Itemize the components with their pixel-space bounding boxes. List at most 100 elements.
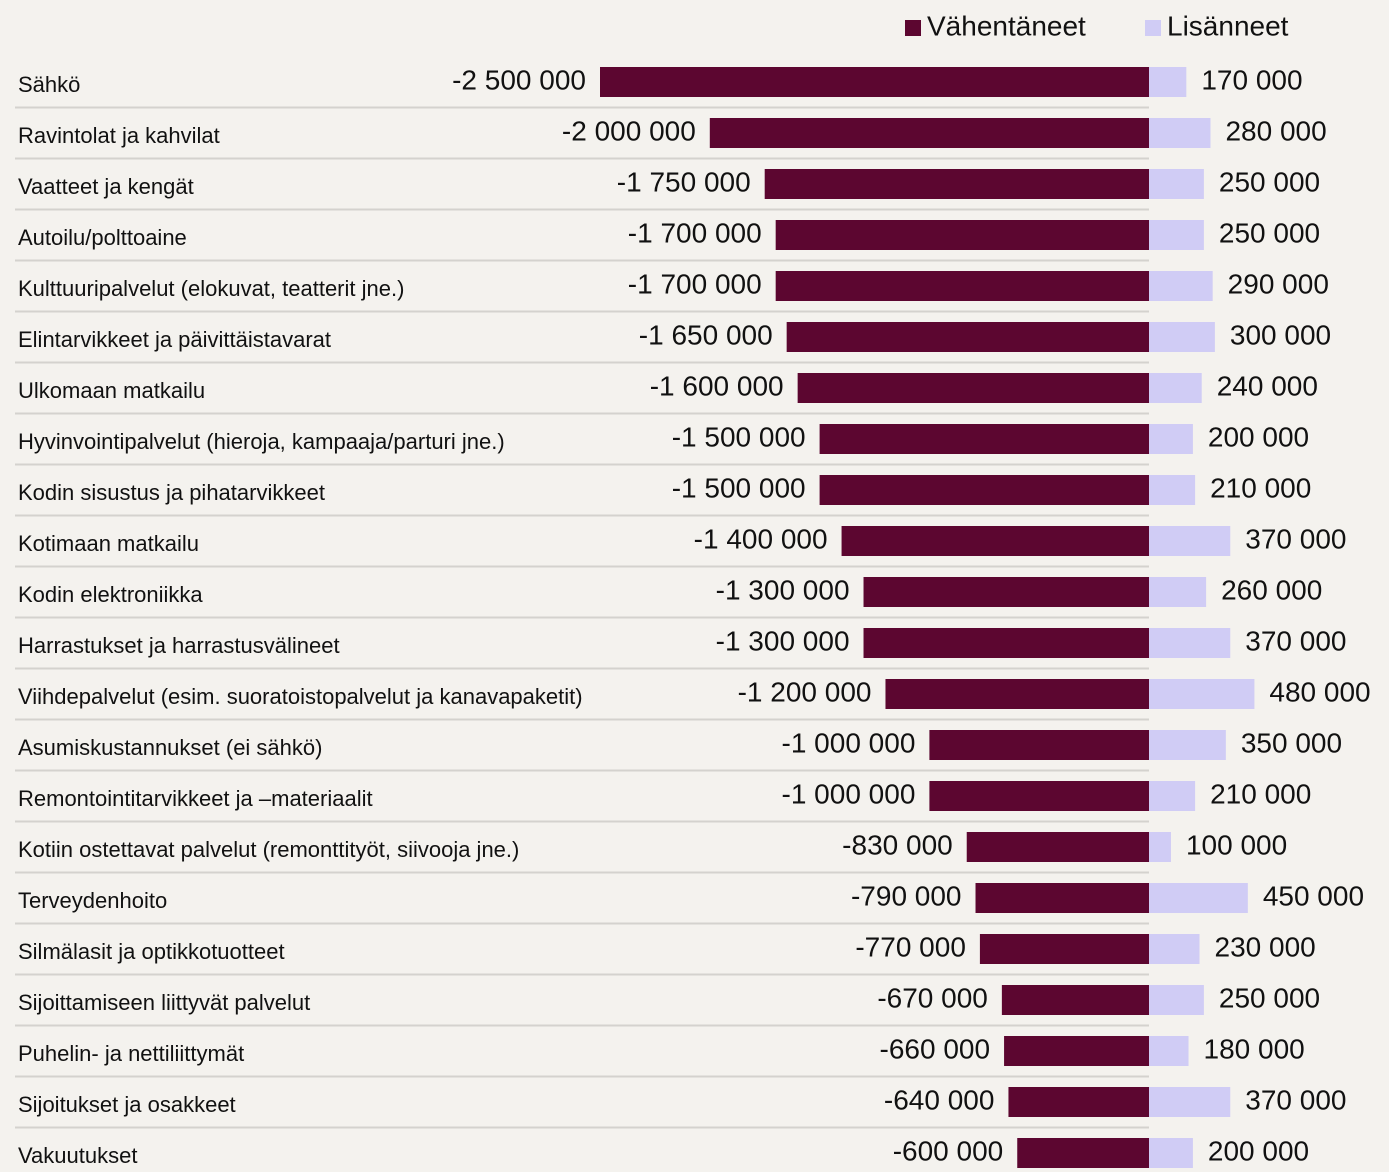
value-label: -640 000 <box>884 1084 995 1115</box>
bar <box>1149 67 1187 97</box>
category-label: Kodin elektroniikka <box>18 582 203 607</box>
category-label: Asumiskustannukset (ei sähkö) <box>18 735 322 760</box>
value-label: 210 000 <box>1210 472 1311 503</box>
value-label: 260 000 <box>1221 574 1322 605</box>
bar <box>797 373 1149 403</box>
bar <box>600 67 1149 97</box>
value-label: 200 000 <box>1208 1135 1309 1166</box>
category-label: Sijoittamiseen liittyvät palvelut <box>18 990 310 1015</box>
bar <box>1149 832 1171 862</box>
category-label: Elintarvikkeet ja päivittäistavarat <box>18 327 331 352</box>
category-label: Puhelin- ja nettiliittymät <box>18 1041 244 1066</box>
value-label: -2 500 000 <box>452 64 586 95</box>
category-label: Silmälasit ja optikkotuotteet <box>18 939 285 964</box>
bar <box>1149 475 1196 505</box>
bar <box>1149 169 1204 199</box>
value-label: -1 400 000 <box>694 523 828 554</box>
bar <box>1149 883 1248 913</box>
category-label: Sijoitukset ja osakkeet <box>18 1092 236 1117</box>
bar <box>1001 985 1149 1015</box>
value-label: -790 000 <box>851 880 962 911</box>
value-label: -1 750 000 <box>617 166 751 197</box>
bar <box>1149 220 1204 250</box>
legend-label: Vähentäneet <box>927 10 1086 41</box>
value-label: -1 700 000 <box>628 268 762 299</box>
value-label: 100 000 <box>1186 829 1287 860</box>
category-label: Vakuutukset <box>18 1143 137 1168</box>
category-label: Terveydenhoito <box>18 888 167 913</box>
category-label: Hyvinvointipalvelut (hieroja, kampaaja/p… <box>18 429 505 454</box>
value-label: -1 300 000 <box>716 625 850 656</box>
value-label: -1 300 000 <box>716 574 850 605</box>
bar <box>1149 577 1207 607</box>
category-label: Ravintolat ja kahvilat <box>18 123 220 148</box>
value-label: 350 000 <box>1241 727 1342 758</box>
category-label: Vaatteet ja kengät <box>18 174 194 199</box>
bar <box>786 322 1149 352</box>
bar <box>1008 1087 1149 1117</box>
bar <box>1149 373 1202 403</box>
value-label: 290 000 <box>1228 268 1329 299</box>
value-label: 200 000 <box>1208 421 1309 452</box>
bar <box>819 424 1149 454</box>
value-label: 180 000 <box>1204 1033 1305 1064</box>
bar <box>1149 730 1226 760</box>
bar <box>1149 424 1193 454</box>
legend-swatch <box>1145 20 1161 36</box>
bar <box>1149 934 1200 964</box>
category-label: Viihdepalvelut (esim. suoratoistopalvelu… <box>18 684 583 709</box>
value-label: 300 000 <box>1230 319 1331 350</box>
category-label: Kotiin ostettavat palvelut (remonttityöt… <box>18 837 519 862</box>
bar <box>1149 322 1215 352</box>
value-label: -1 500 000 <box>672 472 806 503</box>
value-label: 170 000 <box>1201 64 1302 95</box>
legend-label: Lisänneet <box>1167 10 1289 41</box>
bar <box>1149 1036 1189 1066</box>
bar <box>863 628 1149 658</box>
bar <box>819 475 1149 505</box>
bar <box>975 883 1149 913</box>
category-label: Harrastukset ja harrastusvälineet <box>18 633 340 658</box>
value-label: -770 000 <box>855 931 966 962</box>
legend-swatch <box>905 20 921 36</box>
value-label: -1 000 000 <box>782 778 916 809</box>
value-label: 230 000 <box>1215 931 1316 962</box>
bar <box>775 220 1149 250</box>
value-label: -1 700 000 <box>628 217 762 248</box>
bar <box>1149 679 1255 709</box>
bar <box>709 118 1149 148</box>
value-label: 280 000 <box>1225 115 1326 146</box>
value-label: -1 200 000 <box>738 676 872 707</box>
value-label: 370 000 <box>1245 1084 1346 1115</box>
value-label: 450 000 <box>1263 880 1364 911</box>
value-label: -600 000 <box>893 1135 1004 1166</box>
bar <box>1149 118 1211 148</box>
value-label: 210 000 <box>1210 778 1311 809</box>
value-label: -1 500 000 <box>672 421 806 452</box>
bar <box>1149 1087 1231 1117</box>
value-label: 370 000 <box>1245 523 1346 554</box>
value-label: 250 000 <box>1219 166 1320 197</box>
bar <box>1149 628 1231 658</box>
bar <box>1149 526 1231 556</box>
value-label: -670 000 <box>877 982 988 1013</box>
category-label: Ulkomaan matkailu <box>18 378 205 403</box>
category-label: Kodin sisustus ja pihatarvikkeet <box>18 480 325 505</box>
bar <box>966 832 1149 862</box>
category-label: Kulttuuripalvelut (elokuvat, teatterit j… <box>18 276 404 301</box>
value-label: 250 000 <box>1219 982 1320 1013</box>
bar <box>863 577 1149 607</box>
value-label: 240 000 <box>1217 370 1318 401</box>
bar <box>1004 1036 1149 1066</box>
category-label: Sähkö <box>18 72 80 97</box>
bar <box>1149 985 1204 1015</box>
bar <box>885 679 1149 709</box>
bar <box>1149 781 1196 811</box>
category-label: Autoilu/polttoaine <box>18 225 187 250</box>
category-label: Remontointitarvikkeet ja –materiaalit <box>18 786 373 811</box>
bar <box>764 169 1149 199</box>
value-label: 480 000 <box>1269 676 1370 707</box>
bar <box>1149 271 1213 301</box>
value-label: -1 600 000 <box>650 370 784 401</box>
